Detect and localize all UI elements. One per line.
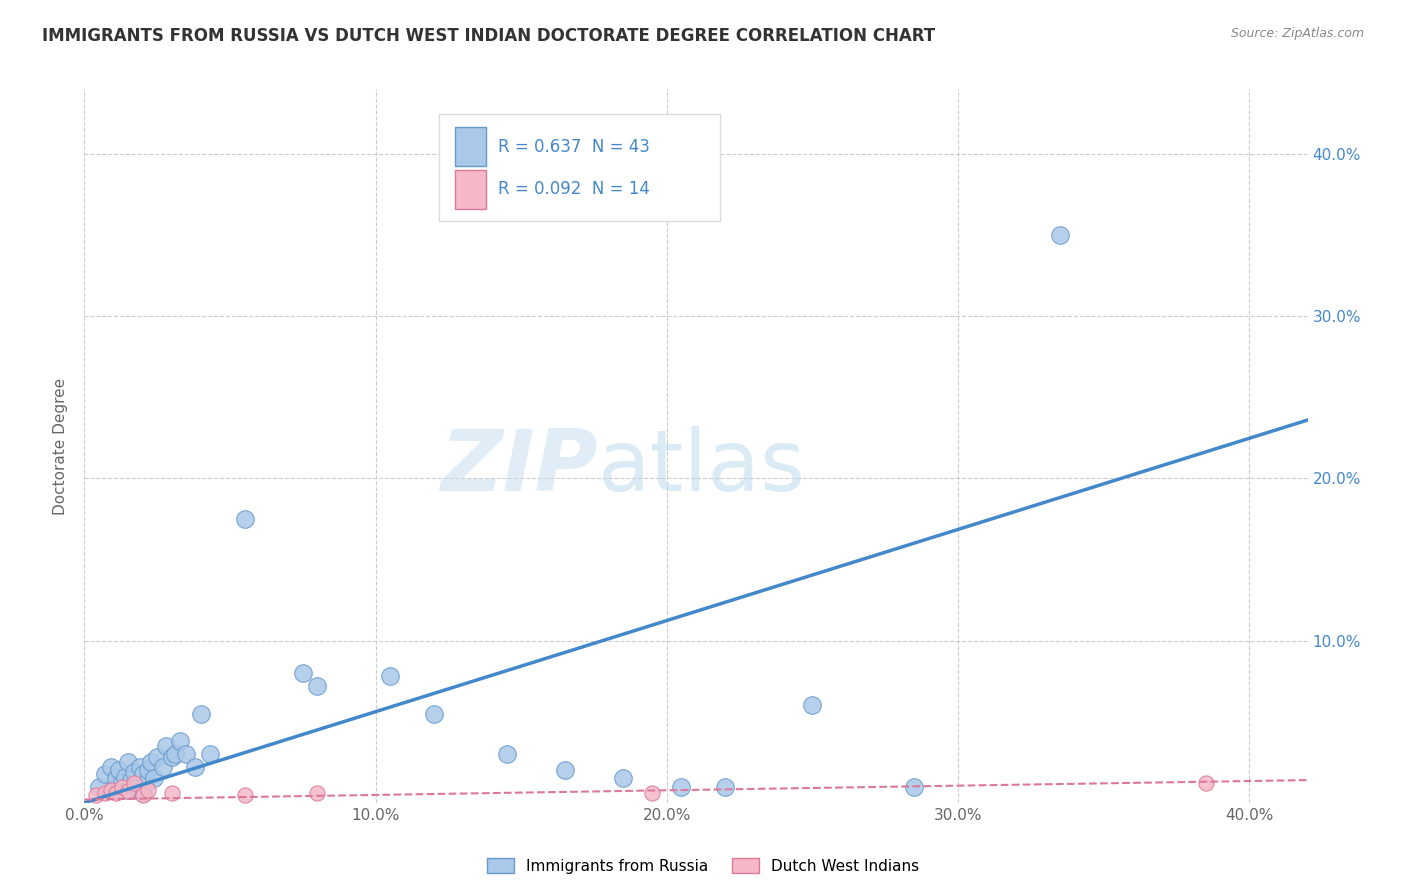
Point [155,739,177,753]
Point [135,776,157,790]
Point [93,786,117,800]
Point [307,786,329,800]
Point [117,784,139,798]
Point [117,782,139,797]
Point [111,776,134,790]
Point [291,666,314,681]
Point [84,788,107,802]
Point [108,764,131,778]
Point [114,770,136,784]
Point [143,772,166,786]
Bar [456,169,485,209]
FancyBboxPatch shape [439,114,720,221]
Point [105,786,128,800]
Point [125,780,148,794]
Point [714,780,737,794]
Point [100,760,122,774]
Point [1195,776,1218,790]
Point [87,780,110,794]
Point [671,780,693,794]
Point [307,679,329,693]
Point [163,747,186,761]
Point [160,786,183,800]
Point [423,706,446,721]
Text: R = 0.092  N = 14: R = 0.092 N = 14 [498,180,650,198]
Point [141,756,163,770]
Text: ZIP: ZIP [440,425,598,509]
Text: atlas: atlas [598,425,806,509]
Point [160,750,183,764]
Point [233,788,256,802]
Point [1049,228,1071,243]
Point [152,760,174,774]
Y-axis label: Doctorate Degree: Doctorate Degree [53,377,69,515]
Point [131,766,153,780]
Point [198,747,221,761]
Point [380,669,402,683]
Point [801,698,824,713]
Point [169,734,191,748]
Point [120,773,142,788]
Point [138,782,160,797]
Point [184,760,207,774]
Point [105,772,128,786]
Point [100,782,122,797]
Text: R = 0.637  N = 43: R = 0.637 N = 43 [498,137,650,155]
Point [131,788,153,802]
Point [190,706,212,721]
Point [117,756,139,770]
Legend: Immigrants from Russia, Dutch West Indians: Immigrants from Russia, Dutch West India… [481,852,925,880]
Text: Source: ZipAtlas.com: Source: ZipAtlas.com [1230,27,1364,40]
Point [128,760,150,774]
Point [641,786,664,800]
Point [103,782,125,797]
Point [612,772,634,786]
Point [495,747,517,761]
Point [554,764,576,778]
Point [131,786,153,800]
Point [176,747,198,761]
Bar [456,127,485,166]
Text: IMMIGRANTS FROM RUSSIA VS DUTCH WEST INDIAN DOCTORATE DEGREE CORRELATION CHART: IMMIGRANTS FROM RUSSIA VS DUTCH WEST IND… [42,27,935,45]
Point [146,750,169,764]
Point [903,780,925,794]
Point [93,766,117,780]
Point [233,512,256,526]
Point [138,764,160,778]
Point [111,780,134,794]
Point [122,764,145,779]
Point [122,776,145,790]
